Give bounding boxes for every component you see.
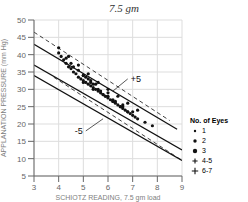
svg-text:7: 7 [130, 183, 135, 192]
svg-text:APPLANATION PRESSURE (mm Hg): APPLANATION PRESSURE (mm Hg) [8, 39, 9, 157]
svg-text:5: 5 [81, 183, 86, 192]
svg-text:15: 15 [17, 137, 26, 146]
svg-text:45: 45 [17, 33, 26, 42]
html-text:7.5 gm: 7.5 gm [109, 2, 139, 14]
svg-text:30: 30 [17, 85, 26, 94]
svg-text:20: 20 [17, 120, 26, 129]
svg-text:+5: +5 [131, 74, 141, 84]
svg-text:6: 6 [106, 183, 111, 192]
svg-text:4: 4 [56, 183, 61, 192]
svg-text:35: 35 [17, 68, 26, 77]
svg-text:-5: -5 [75, 126, 83, 136]
svg-text:40: 40 [17, 51, 26, 60]
html-text:2: 2 [202, 137, 206, 144]
svg-text:25: 25 [17, 103, 26, 112]
html-text:No. of Eyes: No. of Eyes [190, 117, 229, 124]
html-text:4-5: 4-5 [202, 157, 213, 164]
html-text:6-7: 6-7 [202, 167, 213, 174]
svg-text:8: 8 [155, 183, 160, 192]
svg-text:5: 5 [22, 172, 27, 181]
svg-text:3: 3 [32, 183, 37, 192]
html-text:1: 1 [202, 127, 206, 134]
svg-text:10: 10 [17, 155, 26, 164]
svg-text:SCHIOTZ READING, 7.5 gm load: SCHIOTZ READING, 7.5 gm load [55, 194, 160, 202]
html-text:3: 3 [202, 147, 206, 154]
svg-text:9: 9 [180, 183, 185, 192]
svg-text:50: 50 [17, 16, 26, 25]
